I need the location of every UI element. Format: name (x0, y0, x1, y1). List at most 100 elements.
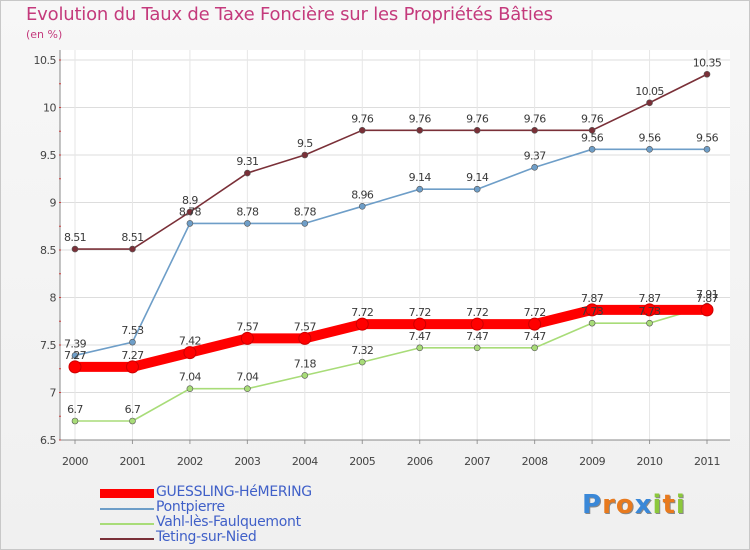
logo-letter: i (652, 490, 663, 520)
data-point-guessling-h-mering (355, 317, 369, 331)
data-label-guessling-h-mering: 7.57 (236, 320, 259, 333)
data-label-vahl-l-s-faulquemont: 7.04 (179, 371, 202, 384)
data-point-vahl-l-s-faulquemont (531, 344, 538, 352)
data-point-pontpierre (129, 338, 136, 346)
x-tick-label: 2010 (637, 455, 663, 468)
y-tick-label: 8.5 (40, 244, 56, 257)
data-label-vahl-l-s-faulquemont: 7.73 (638, 305, 661, 318)
data-point-pontpierre (646, 146, 653, 153)
y-tick-label: 10.5 (34, 54, 57, 67)
data-label-vahl-l-s-faulquemont: 7.32 (351, 344, 373, 357)
data-point-vahl-l-s-faulquemont (473, 344, 481, 352)
data-label-guessling-h-mering: 7.27 (64, 349, 87, 362)
data-point-pontpierre (71, 352, 79, 359)
y-tick-label: 7 (50, 387, 57, 400)
logo-letter: i (675, 490, 686, 520)
data-point-teting-sur-nied (531, 127, 538, 134)
legend-label-guessling: GUESSLING-HéMERING (156, 484, 312, 500)
data-point-pontpierre (531, 164, 538, 171)
data-point-guessling-h-mering (470, 317, 484, 331)
data-label-teting-sur-nied: 9.76 (581, 112, 604, 125)
data-label-guessling-h-mering: 7.87 (581, 292, 604, 305)
y-tick-label: 9 (50, 197, 57, 210)
data-label-vahl-l-s-faulquemont: 7.47 (409, 330, 432, 343)
legend-item-vahl: Vahl-lès-Faulquemont (100, 514, 360, 531)
data-point-pontpierre (703, 146, 711, 153)
x-tick-label: 2007 (464, 455, 490, 468)
data-label-teting-sur-nied: 10.35 (693, 56, 722, 69)
legend-swatch-pontpierre (100, 508, 154, 510)
data-point-guessling-h-mering (643, 303, 657, 317)
series-line-pontpierre (74, 148, 708, 357)
data-point-vahl-l-s-faulquemont (646, 319, 653, 327)
x-tick-label: 2008 (522, 455, 548, 468)
data-label-teting-sur-nied: 8.9 (182, 194, 198, 207)
data-point-teting-sur-nied (358, 127, 366, 134)
legend-item-teting: Teting-sur-Nied (100, 529, 360, 546)
data-label-guessling-h-mering: 7.72 (524, 306, 546, 319)
data-label-guessling-h-mering: 7.57 (294, 320, 317, 333)
logo-letter: r (602, 490, 616, 520)
data-label-vahl-l-s-faulquemont: 6.7 (67, 403, 83, 416)
data-point-pontpierre (588, 146, 596, 153)
data-point-teting-sur-nied (129, 245, 136, 253)
data-label-teting-sur-nied: 9.31 (236, 155, 258, 168)
data-label-guessling-h-mering: 7.27 (121, 349, 144, 362)
data-label-teting-sur-nied: 9.76 (351, 112, 374, 125)
chart-subtitle: (en %) (26, 28, 63, 41)
data-label-pontpierre: 9.14 (466, 171, 489, 184)
data-label-guessling-h-mering: 7.87 (638, 292, 661, 305)
data-point-vahl-l-s-faulquemont (416, 344, 424, 352)
chart-legend: GUESSLING-HéMERING Pontpierre Vahl-lès-F… (100, 484, 360, 546)
data-point-guessling-h-mering (68, 360, 82, 374)
data-label-teting-sur-nied: 9.76 (524, 112, 547, 125)
data-label-teting-sur-nied: 9.5 (297, 137, 313, 150)
data-point-guessling-h-mering (700, 303, 714, 317)
series-line-guessling-h-mering (70, 304, 712, 372)
y-tick-label: 8 (50, 292, 57, 305)
data-label-pontpierre: 9.14 (409, 171, 432, 184)
data-point-vahl-l-s-faulquemont (588, 319, 596, 327)
series-line-vahl-l-s-faulquemont (74, 305, 708, 422)
data-point-pontpierre (186, 220, 194, 227)
data-point-guessling-h-mering (585, 303, 599, 317)
data-label-pontpierre: 8.78 (179, 205, 202, 218)
legend-label-teting: Teting-sur-Nied (156, 529, 257, 545)
data-point-pontpierre (301, 220, 309, 227)
data-point-pontpierre (358, 203, 366, 210)
data-label-vahl-l-s-faulquemont: 7.73 (581, 305, 604, 318)
legend-item-guessling: GUESSLING-HéMERING (100, 484, 360, 501)
logo-letter: x (634, 490, 653, 520)
data-point-guessling-h-mering (125, 360, 139, 374)
legend-label-pontpierre: Pontpierre (156, 499, 225, 515)
x-tick-label: 2006 (407, 455, 433, 468)
data-point-guessling-h-mering (298, 331, 312, 345)
data-label-pontpierre: 7.39 (64, 337, 87, 350)
data-point-pontpierre (244, 220, 251, 227)
x-tick-label: 2002 (177, 455, 203, 468)
data-label-teting-sur-nied: 8.51 (64, 231, 86, 244)
data-point-guessling-h-mering (183, 346, 197, 360)
data-label-pontpierre: 9.56 (696, 131, 719, 144)
data-label-pontpierre: 9.37 (524, 149, 547, 162)
data-label-guessling-h-mering: 7.72 (351, 306, 373, 319)
y-tick-label: 7.5 (40, 339, 56, 352)
data-point-guessling-h-mering (528, 317, 542, 331)
y-tick-label: 6.5 (40, 434, 56, 447)
data-point-vahl-l-s-faulquemont (301, 372, 309, 379)
data-label-guessling-h-mering: 7.72 (466, 306, 488, 319)
x-tick-label: 2009 (579, 455, 605, 468)
legend-item-pontpierre: Pontpierre (100, 499, 360, 516)
data-label-teting-sur-nied: 9.76 (466, 112, 489, 125)
y-tick-label: 9.5 (40, 149, 56, 162)
x-tick-label: 2001 (119, 455, 145, 468)
data-label-guessling-h-mering: 7.42 (179, 335, 201, 348)
data-label-vahl-l-s-faulquemont: 7.47 (466, 330, 489, 343)
data-label-pontpierre: 7.53 (121, 324, 144, 337)
data-point-teting-sur-nied (71, 245, 79, 253)
data-point-vahl-l-s-faulquemont (358, 358, 366, 366)
logo-letter: t (662, 490, 676, 520)
plot-area (60, 50, 730, 440)
data-point-teting-sur-nied (416, 127, 424, 134)
